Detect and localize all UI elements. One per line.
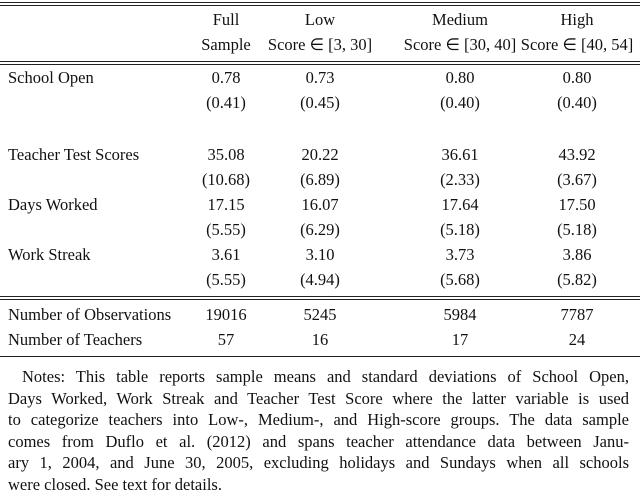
table-notes: Notes: This table reports sample means a… [8,366,629,496]
table-row-mean: School Open 0.78 0.73 0.80 0.80 [0,66,640,90]
body-rule-inner [0,299,640,300]
header-row-2: Sample Score ∈ [3, 30] Score ∈ [30, 40] … [0,33,640,57]
cell: 0.73 [305,68,335,87]
bottom-rule [0,356,640,357]
cell: (5.55) [206,220,246,239]
notes-line: were closed. See text for details. [8,474,222,494]
table-row-mean: Days Worked 17.15 16.07 17.64 17.50 [0,193,640,217]
col-header-full: Full [212,10,240,29]
cell: 3.10 [305,245,335,264]
cell: (10.68) [201,170,251,189]
cell: (0.45) [300,93,340,112]
count-row-teachers: Number of Teachers 57 16 17 24 [0,328,640,352]
cell: 5245 [303,305,337,324]
top-rule-inner [0,5,640,6]
cell: 19016 [205,305,247,324]
cell: 17.64 [441,195,479,214]
cell: (5.82) [557,270,597,289]
cell: 17.15 [207,195,245,214]
cell: 43.92 [558,145,596,164]
col-subheader-full: Sample [201,35,251,54]
table-row-mean: Teacher Test Scores 35.08 20.22 36.61 43.92 [0,143,640,167]
row-label: Number of Teachers [8,330,143,349]
cell: 16.07 [301,195,339,214]
col-subheader-high: Score ∈ [40, 54] [520,35,634,54]
col-subheader-medium: Score ∈ [30, 40] [403,35,517,54]
table-row-sd: (5.55) (4.94) (5.68) (5.82) [0,268,640,292]
cell: 3.73 [445,245,475,264]
count-row-observations: Number of Observations 19016 5245 5984 7… [0,303,640,327]
cell: (6.29) [300,220,340,239]
col-subheader-low: Score ∈ [3, 30] [267,35,373,54]
cell: 35.08 [207,145,245,164]
notes-line: Notes: This table reports sample means a… [22,367,629,386]
header-row-1: Full Low Medium High [0,8,640,32]
cell: 3.86 [562,245,592,264]
cell: (2.33) [440,170,480,189]
cell: (0.40) [557,93,597,112]
notes-line: Days Worked, Work Streak and Teacher Tes… [8,388,629,408]
cell: 17.50 [558,195,596,214]
row-label: Days Worked [8,195,98,214]
cell: (6.89) [300,170,340,189]
cell: 0.78 [211,68,241,87]
cell: (5.55) [206,270,246,289]
cell: 3.61 [211,245,241,264]
cell: (0.41) [206,93,246,112]
table-row-sd: (0.41) (0.45) (0.40) (0.40) [0,91,640,115]
cell: (0.40) [440,93,480,112]
cell: 0.80 [562,68,592,87]
top-rule [0,2,640,3]
cell: 20.22 [301,145,339,164]
cell: 24 [568,330,586,349]
cell: 5984 [443,305,477,324]
cell: (5.68) [440,270,480,289]
col-header-medium: Medium [432,10,488,29]
col-header-low: Low [304,10,336,29]
cell: 7787 [560,305,594,324]
cell: 36.61 [441,145,479,164]
cell: (4.94) [300,270,340,289]
notes-line: to categorize teachers into Low-, Medium… [8,410,629,430]
cell: (5.18) [440,220,480,239]
notes-line: comes from Duflo et al. (2012) and spans… [8,431,629,451]
cell: 16 [311,330,329,349]
row-label: Number of Observations [8,305,172,324]
body-rule [0,296,640,297]
cell: (5.18) [557,220,597,239]
header-rule-inner [0,64,640,65]
table-row-sd: (5.55) (6.29) (5.18) (5.18) [0,218,640,242]
row-label: Teacher Test Scores [8,145,140,164]
table-row-mean: Work Streak 3.61 3.10 3.73 3.86 [0,243,640,267]
table-row-sd: (10.68) (6.89) (2.33) (3.67) [0,168,640,192]
cell: 57 [217,330,235,349]
row-label: School Open [8,68,94,87]
col-header-high: High [560,10,594,29]
notes-line: ary 1, 2004, and June 30, 2005, excludin… [8,453,629,473]
cell: 17 [451,330,469,349]
cell: (3.67) [557,170,597,189]
header-rule [0,61,640,62]
cell: 0.80 [445,68,475,87]
row-label: Work Streak [8,245,91,264]
